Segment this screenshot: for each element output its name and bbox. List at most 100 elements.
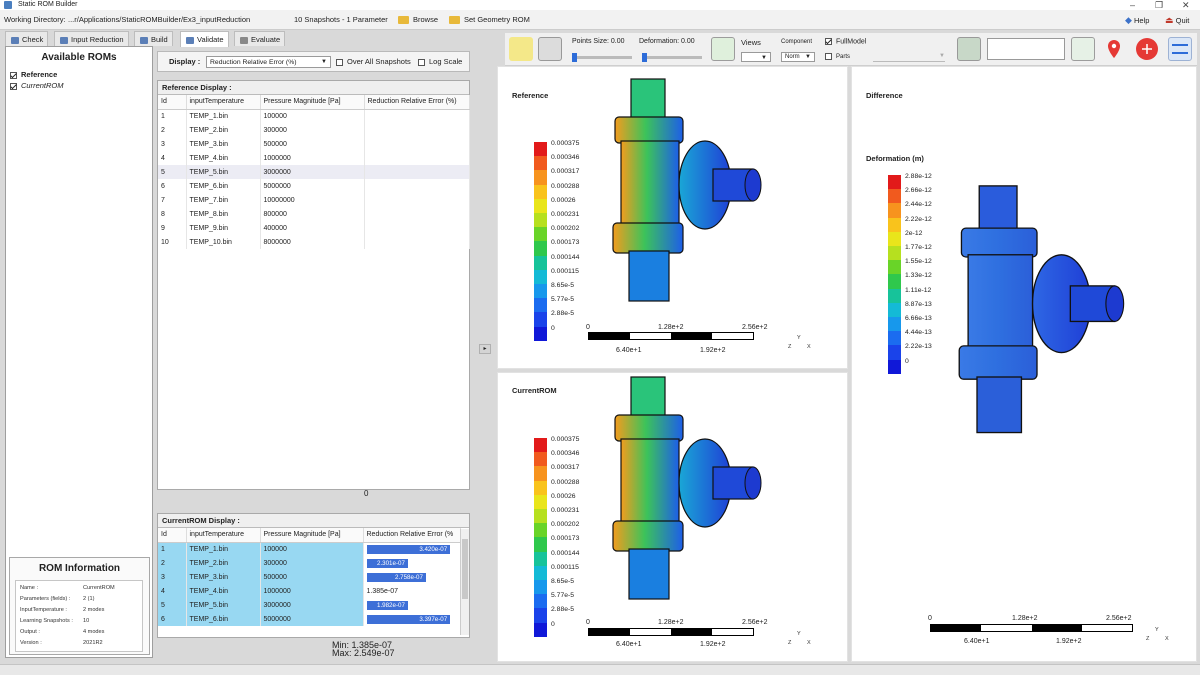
camera-icon[interactable] <box>538 37 562 61</box>
table-row[interactable]: 2 TEMP_2.bin 300000 2.301e-07 <box>158 556 461 570</box>
checkbox-icon[interactable] <box>418 58 425 66</box>
table-cell: 100000 <box>260 109 365 123</box>
table-row[interactable]: 5 TEMP_5.bin 3000000 <box>158 165 470 179</box>
column-header[interactable]: Id <box>158 95 187 110</box>
slider-handle[interactable] <box>572 53 577 62</box>
table-row[interactable]: 8 TEMP_8.bin 800000 <box>158 207 470 221</box>
column-header[interactable]: Pressure Magnitude [Pa] <box>260 528 364 543</box>
scale-label: 0 <box>586 324 590 331</box>
tab-evaluate[interactable]: Evaluate <box>234 31 286 46</box>
reference-viewport[interactable]: Reference 0.000375 0.000346 0.000317 0.0002… <box>497 66 848 369</box>
quit-button[interactable]: ⏏ Quit <box>1165 10 1189 31</box>
minimize-icon[interactable]: – <box>1130 0 1136 10</box>
table-row[interactable]: 1 TEMP_1.bin 100000 <box>158 109 470 123</box>
info-value: 2 (1) <box>83 596 95 602</box>
over-all-snapshots-checkbox[interactable]: Over All Snapshots <box>336 57 411 66</box>
table-row[interactable]: 4 TEMP_4.bin 1000000 <box>158 151 470 165</box>
tab-check[interactable]: Check <box>5 31 49 46</box>
deformation-slider[interactable] <box>642 53 702 62</box>
location-pin-icon[interactable] <box>1102 37 1126 61</box>
table-cell: 400000 <box>260 221 365 235</box>
column-header[interactable]: Reduction Relative Error (% <box>363 528 461 543</box>
legend-label: 2.66e-12 <box>905 187 932 195</box>
table-row[interactable]: 6 TEMP_6.bin 5000000 3.397e-07 <box>158 612 461 626</box>
column-header[interactable]: Pressure Magnitude [Pa] <box>260 95 365 110</box>
close-icon[interactable]: ✕ <box>1182 0 1190 10</box>
reference-table-title: Reference Display : <box>158 81 469 95</box>
table-row[interactable]: 3 TEMP_3.bin 500000 2.758e-07 <box>158 570 461 584</box>
restore-icon[interactable]: ❐ <box>1155 0 1164 10</box>
parts-select[interactable]: ▼ <box>873 53 945 62</box>
parts-checkbox[interactable]: Parts <box>825 53 850 60</box>
legend-label: 8.65e-5 <box>551 282 575 289</box>
lightbulb-icon[interactable] <box>509 37 533 61</box>
checkbox-icon[interactable] <box>336 58 343 66</box>
checkbox-icon[interactable] <box>825 38 832 45</box>
table-row[interactable]: 2 TEMP_2.bin 300000 <box>158 123 470 137</box>
legend-swatch <box>534 523 547 538</box>
panel-splitter[interactable]: ▸ <box>479 344 491 354</box>
info-value: 2021R2 <box>83 640 103 646</box>
checkbox-icon[interactable] <box>10 71 17 79</box>
checkbox-icon[interactable] <box>825 53 832 60</box>
viewer-text-input[interactable] <box>987 38 1065 60</box>
table-cell: 3 <box>158 570 187 584</box>
table-cell <box>364 221 470 235</box>
table-cell: TEMP_4.bin <box>186 151 261 165</box>
table-cell: 300000 <box>260 556 364 570</box>
error-bar: 2.301e-07 <box>366 558 408 568</box>
settings-sliders-icon[interactable] <box>1168 37 1192 61</box>
rom-label: Reference <box>21 70 58 79</box>
browse-button[interactable]: Browse <box>398 10 438 30</box>
table-row[interactable]: 3 TEMP_3.bin 500000 <box>158 137 470 151</box>
current-table: Id inputTemperature Pressure Magnitude [… <box>158 528 461 626</box>
column-header[interactable]: Id <box>158 528 187 543</box>
column-header[interactable]: inputTemperature <box>186 528 261 543</box>
slider-handle[interactable] <box>642 53 647 62</box>
legend-label: 1.33e-12 <box>905 272 932 280</box>
legend-label: 0.000202 <box>551 225 580 233</box>
table-row[interactable]: 1 TEMP_1.bin 100000 3.420e-07 <box>158 542 461 556</box>
table-row[interactable]: 10 TEMP_10.bin 8000000 <box>158 235 470 249</box>
info-value: 2 modes <box>83 607 105 613</box>
rom-item-reference[interactable]: Reference <box>10 70 57 79</box>
error-bar: 1.982e-07 <box>366 600 408 610</box>
currentrom-viewport[interactable]: CurrentROM 0.000375 0.000346 0.000317 0.000… <box>497 372 848 662</box>
checkbox-icon[interactable] <box>10 82 17 90</box>
record-icon[interactable] <box>1135 37 1159 61</box>
model-icon[interactable] <box>957 37 981 61</box>
table-row[interactable]: 9 TEMP_9.bin 400000 <box>158 221 470 235</box>
tab-build[interactable]: Build <box>134 31 173 46</box>
error-cell: 3.420e-07 <box>363 542 461 556</box>
table-row[interactable]: 7 TEMP_7.bin 10000000 <box>158 193 470 207</box>
help-button[interactable]: ◆ Help <box>1125 10 1149 31</box>
current-table-scrollbar[interactable] <box>460 529 469 635</box>
table-cell: TEMP_5.bin <box>186 165 261 179</box>
views-icon[interactable] <box>711 37 735 61</box>
fullmodel-checkbox[interactable]: FullModel <box>825 38 866 45</box>
table-row[interactable]: 4 TEMP_4.bin 1000000 1.385e-07 <box>158 584 461 598</box>
table-row[interactable]: 6 TEMP_6.bin 5000000 <box>158 179 470 193</box>
column-header[interactable]: inputTemperature <box>186 95 261 110</box>
log-scale-checkbox[interactable]: Log Scale <box>418 57 462 66</box>
set-geometry-button[interactable]: Set Geometry ROM <box>449 10 530 30</box>
legend-swatch <box>534 227 547 242</box>
table-row[interactable]: 5 TEMP_5.bin 3000000 1.982e-07 <box>158 598 461 612</box>
legend-swatch <box>534 241 547 256</box>
views-select[interactable]: ▼ <box>741 52 771 62</box>
table-cell <box>364 235 470 249</box>
tab-input-reduction[interactable]: Input Reduction <box>54 31 129 46</box>
scrollbar-thumb[interactable] <box>462 539 468 599</box>
points-size-slider[interactable] <box>572 53 632 62</box>
tab-validate[interactable]: Validate <box>180 31 229 47</box>
rom-item-currentrom[interactable]: CurrentROM <box>10 81 64 90</box>
eye-icon[interactable] <box>1071 37 1095 61</box>
display-select[interactable]: Reduction Relative Error (%) ▼ <box>206 56 331 68</box>
scale-label: 1.28e+2 <box>1012 615 1038 622</box>
difference-model-render <box>937 172 1137 462</box>
component-select[interactable]: Norm ▼ <box>781 52 815 62</box>
difference-viewport[interactable]: Difference Deformation (m) 2.88e-12 2.66e… <box>851 66 1197 662</box>
column-header[interactable]: Reduction Relative Error (%) <box>364 95 470 110</box>
tab-label: Evaluate <box>251 35 281 44</box>
